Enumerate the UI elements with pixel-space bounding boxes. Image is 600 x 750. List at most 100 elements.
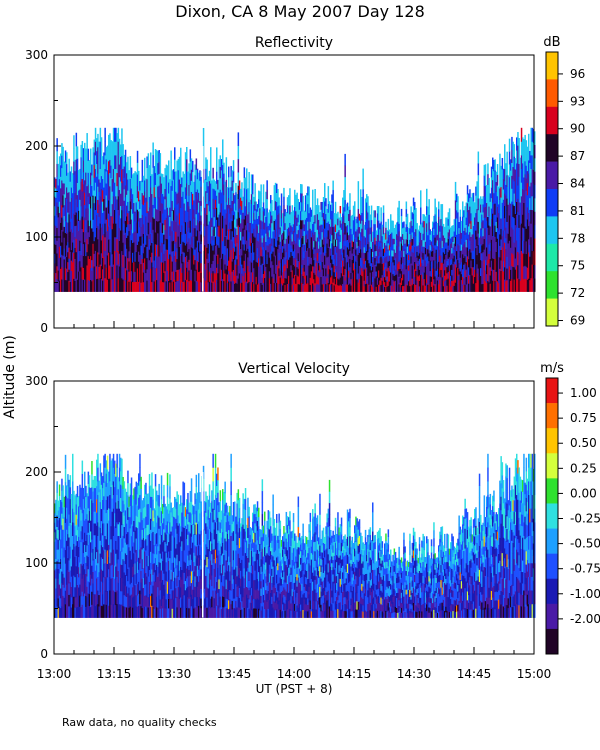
data-cell	[294, 274, 296, 284]
data-cell	[208, 170, 211, 182]
data-cell	[271, 207, 273, 216]
data-cell	[328, 276, 331, 285]
data-cell	[411, 245, 414, 253]
data-cell	[223, 237, 225, 249]
data-cell	[55, 588, 57, 599]
data-cell	[524, 147, 526, 162]
data-cell	[342, 244, 344, 253]
data-cell	[277, 197, 279, 207]
data-cell	[361, 260, 363, 269]
data-cell	[234, 227, 236, 236]
data-cell	[402, 285, 404, 292]
data-cell	[444, 242, 446, 249]
data-cell	[482, 259, 484, 269]
data-cell	[344, 268, 346, 281]
data-cell	[138, 231, 140, 242]
data-cell	[494, 247, 496, 259]
data-cell	[506, 279, 508, 292]
data-cell	[97, 160, 99, 174]
data-cell	[338, 229, 340, 237]
data-cell	[385, 233, 387, 240]
data-cell	[457, 212, 459, 221]
data-cell	[450, 248, 452, 255]
data-cell	[494, 269, 496, 281]
data-cell	[468, 193, 470, 202]
data-cell	[298, 246, 301, 255]
data-cell	[332, 263, 334, 274]
data-cell	[339, 277, 342, 285]
data-cell	[352, 284, 355, 292]
data-cell	[216, 255, 218, 268]
data-cell	[248, 181, 250, 193]
data-cell	[486, 220, 488, 230]
data-cell	[487, 216, 489, 228]
data-cell	[115, 127, 117, 142]
data-cell	[477, 209, 480, 222]
data-cell	[356, 241, 358, 249]
data-cell	[378, 220, 380, 228]
data-cell	[321, 284, 324, 292]
data-cell	[328, 216, 331, 225]
data-cell	[81, 266, 84, 280]
data-cell	[187, 241, 189, 252]
data-cell	[360, 223, 362, 233]
data-cell	[348, 249, 350, 257]
data-cell	[285, 284, 288, 292]
data-cell	[152, 266, 154, 280]
data-cell	[219, 280, 222, 292]
data-cell	[354, 208, 356, 217]
data-cell	[91, 228, 93, 239]
data-cell	[319, 278, 321, 286]
data-cell	[404, 270, 406, 276]
data-cell	[111, 254, 114, 267]
data-cell	[132, 193, 134, 204]
data-cell	[260, 264, 262, 275]
data-cell	[150, 222, 152, 234]
data-cell	[405, 269, 408, 277]
data-cell	[492, 191, 494, 203]
data-cell	[92, 195, 94, 208]
data-cell	[181, 177, 183, 188]
data-cell	[202, 196, 205, 211]
data-cell	[187, 221, 189, 232]
data-cell	[128, 230, 130, 242]
data-cell	[484, 185, 487, 197]
data-cell	[234, 267, 236, 276]
data-cell	[484, 217, 487, 229]
data-cell	[69, 181, 72, 192]
data-cell	[88, 269, 91, 281]
data-cell	[466, 238, 469, 248]
data-cell	[333, 245, 336, 253]
data-cell	[361, 204, 363, 213]
data-cell	[198, 172, 200, 183]
data-cell	[273, 264, 276, 275]
data-cell	[519, 258, 522, 270]
data-cell	[61, 525, 63, 537]
data-cell	[146, 269, 148, 281]
data-cell	[261, 263, 264, 271]
data-cell	[416, 245, 418, 252]
data-cell	[116, 265, 118, 279]
data-cell	[316, 206, 319, 215]
data-cell	[435, 235, 438, 243]
data-cell	[132, 203, 134, 214]
data-cell	[498, 230, 500, 240]
data-cell	[164, 199, 166, 210]
data-cell	[78, 200, 80, 211]
data-cell	[458, 222, 460, 229]
data-cell	[108, 226, 110, 240]
data-cell	[459, 271, 462, 279]
data-cell	[64, 173, 67, 187]
data-cell	[69, 211, 72, 222]
data-cell	[58, 257, 61, 270]
data-cell	[138, 191, 140, 202]
data-cell	[120, 242, 122, 256]
data-cell	[490, 249, 493, 261]
data-cell	[138, 251, 140, 262]
data-cell	[198, 242, 200, 253]
data-cell	[435, 221, 438, 229]
data-cell	[208, 231, 211, 242]
data-cell	[427, 249, 429, 257]
data-cell	[392, 267, 394, 275]
data-cell	[55, 568, 57, 579]
